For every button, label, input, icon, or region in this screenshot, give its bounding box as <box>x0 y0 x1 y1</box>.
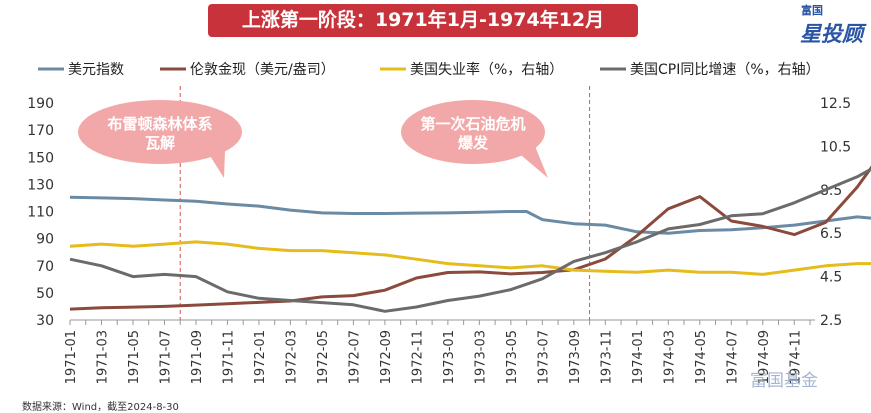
x-tick-label: 1971-07 <box>158 330 173 384</box>
series-line-4 <box>69 167 871 313</box>
series-line-1 <box>69 195 871 235</box>
x-tick-label: 1971-09 <box>190 330 205 384</box>
y-right-tick-label: 4.5 <box>820 270 842 286</box>
data-source: 数据来源：Wind，截至2024-8-30 <box>22 402 179 413</box>
x-tick-label: 1972-01 <box>253 330 268 384</box>
x-tick-label: 1973-11 <box>599 330 614 384</box>
x-tick-label: 1973-03 <box>473 330 488 384</box>
x-tick-label: 1973-01 <box>442 330 457 384</box>
x-tick-label: 1972-09 <box>379 330 394 384</box>
x-tick-label: 1974-07 <box>725 330 740 384</box>
x-tick-label: 1974-03 <box>662 330 677 384</box>
annotation-text-2-line1: 第一次石油危机 <box>420 115 525 133</box>
legend-label-1: 美元指数 <box>68 62 124 78</box>
y-left-tick-label: 90 <box>36 232 54 248</box>
x-tick-label: 1972-05 <box>316 330 331 384</box>
x-tick-label: 1973-09 <box>568 330 583 384</box>
y-left-tick-label: 70 <box>36 259 54 275</box>
logo-top-text: 富国 <box>801 4 823 17</box>
x-tick-label: 1971-05 <box>127 330 142 384</box>
x-tick-label: 1973-05 <box>505 330 520 384</box>
annotation-bubble-2 <box>401 100 545 164</box>
y-right-tick-label: 10.5 <box>820 139 851 155</box>
legend-label-2: 伦敦金现（美元/盎司） <box>190 62 335 78</box>
x-tick-label: 1974-05 <box>694 330 709 384</box>
logo-main-text: 星投顾 <box>800 22 863 46</box>
annotation-text-1-line2: 瓦解 <box>145 134 175 152</box>
x-tick-label: 1974-01 <box>631 330 646 384</box>
x-tick-label: 1972-11 <box>410 330 425 384</box>
y-left-tick-label: 50 <box>36 286 54 302</box>
y-left-tick-label: 150 <box>27 150 54 166</box>
chart-title: 上涨第一阶段：1971年1月-1974年12月 <box>208 4 638 37</box>
brand-logo: 富国 星投顾 <box>800 2 863 48</box>
y-left-tick-label: 110 <box>27 205 54 221</box>
y-left-tick-label: 190 <box>27 96 54 112</box>
x-tick-label: 1973-07 <box>536 330 551 384</box>
y-right-tick-label: 12.5 <box>820 96 851 112</box>
y-right-tick-label: 2.5 <box>820 313 842 329</box>
legend-label-4: 美国CPI同比增速（%，右轴） <box>630 62 820 78</box>
y-left-tick-label: 30 <box>36 313 54 329</box>
y-left-tick-label: 130 <box>27 177 54 193</box>
y-left-tick-label: 170 <box>27 123 54 139</box>
legend-label-3: 美国失业率（%，右轴） <box>410 61 563 78</box>
x-tick-label: 1971-11 <box>221 330 236 384</box>
series-line-3 <box>69 240 871 276</box>
watermark-text: 富国基金 <box>750 371 818 391</box>
annotation-bubble-1 <box>78 100 242 164</box>
x-tick-label: 1972-03 <box>284 330 299 384</box>
y-right-tick-label: 6.5 <box>820 226 842 242</box>
x-tick-label: 1974-11 <box>788 330 803 384</box>
x-tick-label: 1971-03 <box>95 330 110 384</box>
x-tick-label: 1972-07 <box>347 330 362 384</box>
x-tick-label: 1974-09 <box>757 330 772 384</box>
annotation-text-2-line2: 爆发 <box>458 134 489 152</box>
x-tick-label: 1971-01 <box>64 330 79 384</box>
annotation-text-1-line1: 布雷顿森林体系 <box>107 115 212 133</box>
